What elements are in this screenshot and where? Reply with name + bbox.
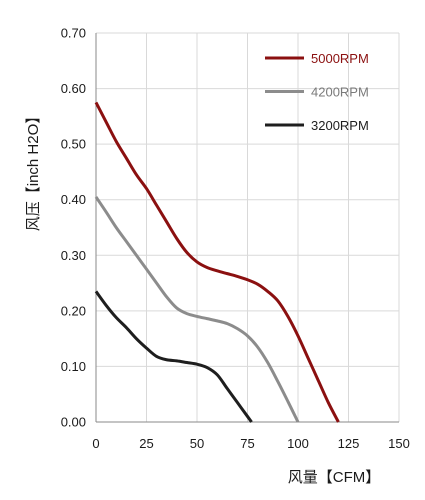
legend-label-3200rpm: 3200RPM [311, 118, 369, 133]
series-group [94, 101, 340, 423]
x-axis-title: 风量【CFM】 [288, 469, 381, 486]
x-tick-label: 150 [388, 436, 410, 451]
x-tick-label: 75 [240, 436, 254, 451]
series-line-3200rpm [94, 290, 253, 423]
x-tick-label: 125 [338, 436, 360, 451]
x-tick-label: 25 [139, 436, 153, 451]
x-tick-label: 0 [92, 436, 99, 451]
series-line-5000rpm [94, 101, 340, 423]
series-line-4200rpm [94, 196, 300, 423]
x-tick-label: 100 [287, 436, 309, 451]
y-tick-label: 0.10 [61, 359, 86, 374]
y-tick-label: 0.30 [61, 248, 86, 263]
y-tick-label: 0.70 [61, 26, 86, 41]
y-axis-title: 风压【inch H2O】 [25, 109, 42, 232]
y-tick-label: 0.00 [61, 415, 86, 430]
legend-label-4200rpm: 4200RPM [311, 85, 369, 100]
grid [95, 32, 400, 423]
y-tick-label: 0.60 [61, 81, 86, 96]
y-tick-label: 0.50 [61, 137, 86, 152]
y-tick-label: 0.20 [61, 303, 86, 318]
x-tick-label: 50 [190, 436, 204, 451]
y-tick-label: 0.40 [61, 192, 86, 207]
axes: 0 25 50 75 100 125 150 0.00 0.10 0.20 0.30 0.40 0.50… [61, 26, 410, 452]
legend: 5000RPM 4200RPM 3200RPM [265, 51, 369, 133]
legend-label-5000rpm: 5000RPM [311, 51, 369, 66]
